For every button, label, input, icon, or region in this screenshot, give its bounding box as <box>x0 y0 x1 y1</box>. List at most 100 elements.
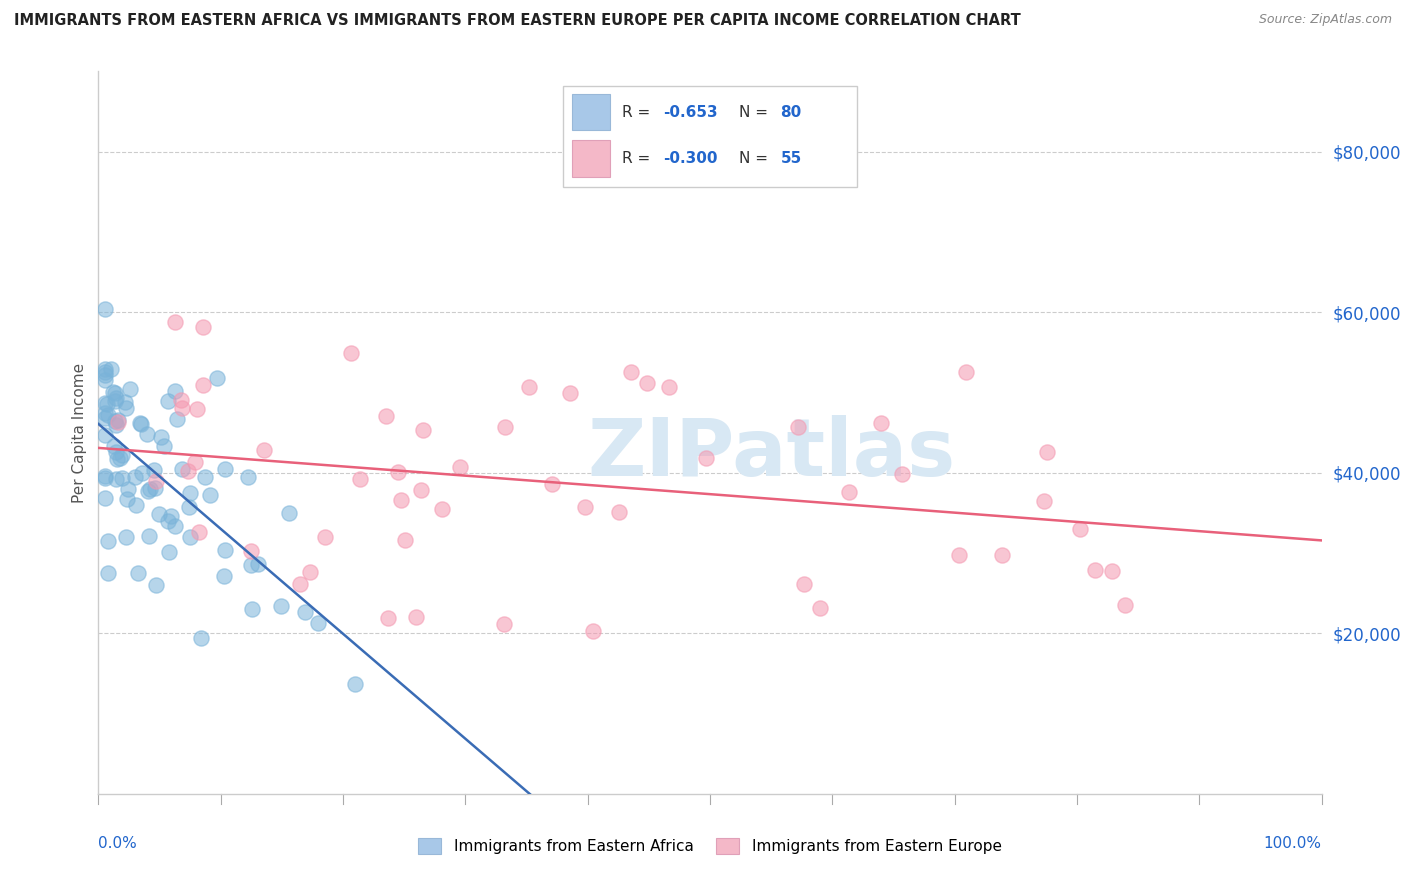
Y-axis label: Per Capita Income: Per Capita Income <box>72 362 87 503</box>
Point <box>145 578 167 592</box>
Point <box>125 498 148 512</box>
Point <box>115 491 138 506</box>
Point <box>105 451 128 466</box>
Point <box>114 395 136 409</box>
Point <box>127 566 149 580</box>
Point <box>142 463 165 477</box>
Point <box>93 395 115 409</box>
Point <box>808 600 831 615</box>
Point <box>240 602 263 616</box>
Point <box>160 508 183 523</box>
Point <box>177 500 200 514</box>
Point <box>637 376 659 390</box>
Point <box>377 611 399 625</box>
Point <box>93 469 115 483</box>
Point <box>389 493 412 508</box>
Point <box>517 380 540 394</box>
Point <box>103 439 125 453</box>
Point <box>107 413 129 427</box>
Point <box>200 488 222 502</box>
Point <box>1114 598 1136 612</box>
Text: Source: ZipAtlas.com: Source: ZipAtlas.com <box>1258 13 1392 27</box>
Point <box>93 406 115 420</box>
Point <box>152 439 174 453</box>
Point <box>492 616 515 631</box>
Point <box>187 524 209 539</box>
Point <box>1035 445 1057 459</box>
Point <box>432 502 454 516</box>
Point <box>214 462 236 476</box>
Point <box>129 417 152 431</box>
Point <box>136 427 159 442</box>
Point <box>870 416 893 430</box>
Point <box>240 543 263 558</box>
Point <box>104 386 127 401</box>
Point <box>163 315 186 329</box>
Point <box>194 470 217 484</box>
Point <box>786 420 808 434</box>
Point <box>157 545 180 559</box>
Point <box>314 530 336 544</box>
Point <box>111 471 134 485</box>
Point <box>143 481 166 495</box>
Point <box>394 533 416 547</box>
Point <box>105 471 128 485</box>
Point <box>344 677 367 691</box>
Point <box>157 514 180 528</box>
Point <box>93 491 115 505</box>
Point <box>1084 563 1107 577</box>
Point <box>1069 522 1091 536</box>
Point <box>148 507 170 521</box>
Point <box>1033 493 1056 508</box>
Point <box>207 371 229 385</box>
Point <box>294 605 316 619</box>
Point <box>179 530 201 544</box>
Point <box>163 518 186 533</box>
Point <box>494 420 516 434</box>
Point <box>94 411 117 425</box>
Point <box>170 392 193 407</box>
Point <box>190 631 212 645</box>
Point <box>104 414 127 428</box>
Point <box>340 345 363 359</box>
Point <box>97 408 120 422</box>
Point <box>214 568 236 582</box>
Point <box>574 500 596 515</box>
Point <box>838 484 860 499</box>
Point <box>163 384 186 398</box>
Point <box>111 448 134 462</box>
Point <box>145 474 167 488</box>
Point <box>582 624 605 638</box>
Point <box>104 417 127 432</box>
Point <box>214 543 236 558</box>
Point <box>288 577 311 591</box>
Point <box>93 301 115 316</box>
Point <box>128 417 150 431</box>
Point <box>131 466 153 480</box>
Point <box>138 529 160 543</box>
Point <box>136 483 159 498</box>
Point <box>405 610 427 624</box>
Point <box>191 320 214 334</box>
Text: 100.0%: 100.0% <box>1264 836 1322 851</box>
Text: IMMIGRANTS FROM EASTERN AFRICA VS IMMIGRANTS FROM EASTERN EUROPE PER CAPITA INCO: IMMIGRANTS FROM EASTERN AFRICA VS IMMIGR… <box>14 13 1021 29</box>
Point <box>991 548 1014 562</box>
Point <box>97 566 120 581</box>
Point <box>387 465 409 479</box>
Point <box>695 450 717 465</box>
Point <box>948 548 970 562</box>
Point <box>150 430 173 444</box>
Point <box>104 445 127 459</box>
Point <box>93 362 115 376</box>
Point <box>115 530 138 544</box>
Point <box>307 616 329 631</box>
Point <box>172 462 194 476</box>
Point <box>107 415 129 429</box>
Point <box>177 465 200 479</box>
Point <box>103 385 125 400</box>
Point <box>955 365 977 379</box>
Text: ZIPatlas: ZIPatlas <box>588 416 955 493</box>
Point <box>412 423 434 437</box>
Point <box>607 505 630 519</box>
Point <box>299 565 322 579</box>
